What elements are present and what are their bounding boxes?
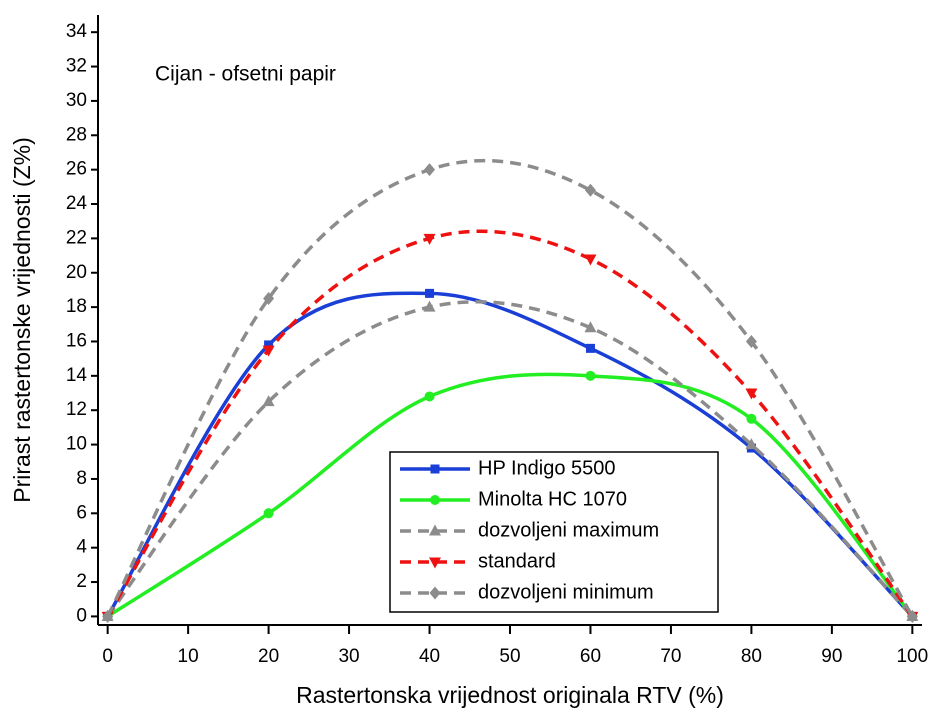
marker [430, 464, 440, 474]
x-tick-label: 0 [102, 646, 113, 667]
marker [585, 370, 596, 381]
x-tick-label: 20 [258, 646, 279, 667]
x-tick-label: 50 [499, 646, 520, 667]
marker [425, 288, 435, 298]
marker [585, 343, 595, 353]
y-tick-label: 24 [66, 193, 88, 214]
x-tick-label: 40 [419, 646, 440, 667]
y-tick-label: 32 [66, 56, 87, 77]
y-tick-label: 34 [66, 21, 88, 42]
series-line [106, 291, 914, 618]
y-tick-label: 6 [76, 502, 87, 523]
marker [430, 495, 440, 505]
y-tick-label: 22 [66, 227, 87, 248]
marker [745, 388, 758, 400]
y-tick-label: 12 [66, 399, 87, 420]
marker [745, 438, 758, 450]
marker [263, 292, 275, 306]
chart-title: Cijan - ofsetni papir [155, 63, 336, 86]
y-tick-label: 28 [66, 124, 87, 145]
legend-label: dozvoljeni minimum [478, 581, 654, 603]
marker [746, 413, 757, 424]
y-tick-label: 8 [76, 468, 87, 489]
x-tick-label: 10 [178, 646, 199, 667]
y-axis-label: Prirast rastertonske vrijednosti (Z%) [9, 137, 35, 503]
x-axis-label: Rastertonska vrijednost originala RTV (%… [296, 682, 724, 708]
legend-label: standard [478, 550, 556, 572]
marker [906, 609, 918, 623]
x-tick-label: 70 [660, 646, 681, 667]
x-tick-label: 90 [821, 646, 842, 667]
marker [424, 163, 436, 177]
legend-label: HP Indigo 5500 [478, 457, 616, 479]
marker [424, 391, 435, 402]
y-tick-label: 2 [76, 571, 87, 592]
legend: HP Indigo 5500 Minolta HC 1070 dozvoljeni … [389, 451, 719, 613]
x-tick-label: 30 [338, 646, 359, 667]
marker [263, 508, 274, 519]
marker [429, 557, 441, 569]
y-tick-label: 30 [66, 90, 87, 111]
y-tick-label: 26 [66, 159, 87, 180]
y-tick-label: 4 [76, 537, 87, 558]
y-tick-label: 16 [66, 330, 87, 351]
series-line [106, 372, 914, 618]
legend-label: Minolta HC 1070 [478, 488, 627, 510]
marker [584, 183, 596, 197]
y-tick-label: 0 [76, 605, 87, 626]
series-line [106, 300, 914, 618]
y-tick-label: 14 [66, 365, 88, 386]
marker [429, 524, 441, 536]
marker [584, 321, 597, 333]
marker [584, 254, 597, 266]
marker [429, 586, 441, 600]
y-tick-label: 18 [66, 296, 87, 317]
marker [262, 345, 275, 357]
marker [264, 340, 274, 350]
y-tick-label: 20 [66, 262, 87, 283]
marker [423, 300, 436, 312]
marker [423, 233, 436, 245]
x-tick-label: 60 [580, 646, 601, 667]
x-tick-label: 100 [896, 646, 928, 667]
marker [262, 395, 275, 407]
y-tick-label: 10 [66, 434, 87, 455]
series-line [106, 229, 914, 618]
marker [745, 334, 757, 348]
legend-label: dozvoljeni maximum [478, 519, 659, 541]
marker [102, 609, 114, 623]
x-tick-label: 80 [741, 646, 762, 667]
